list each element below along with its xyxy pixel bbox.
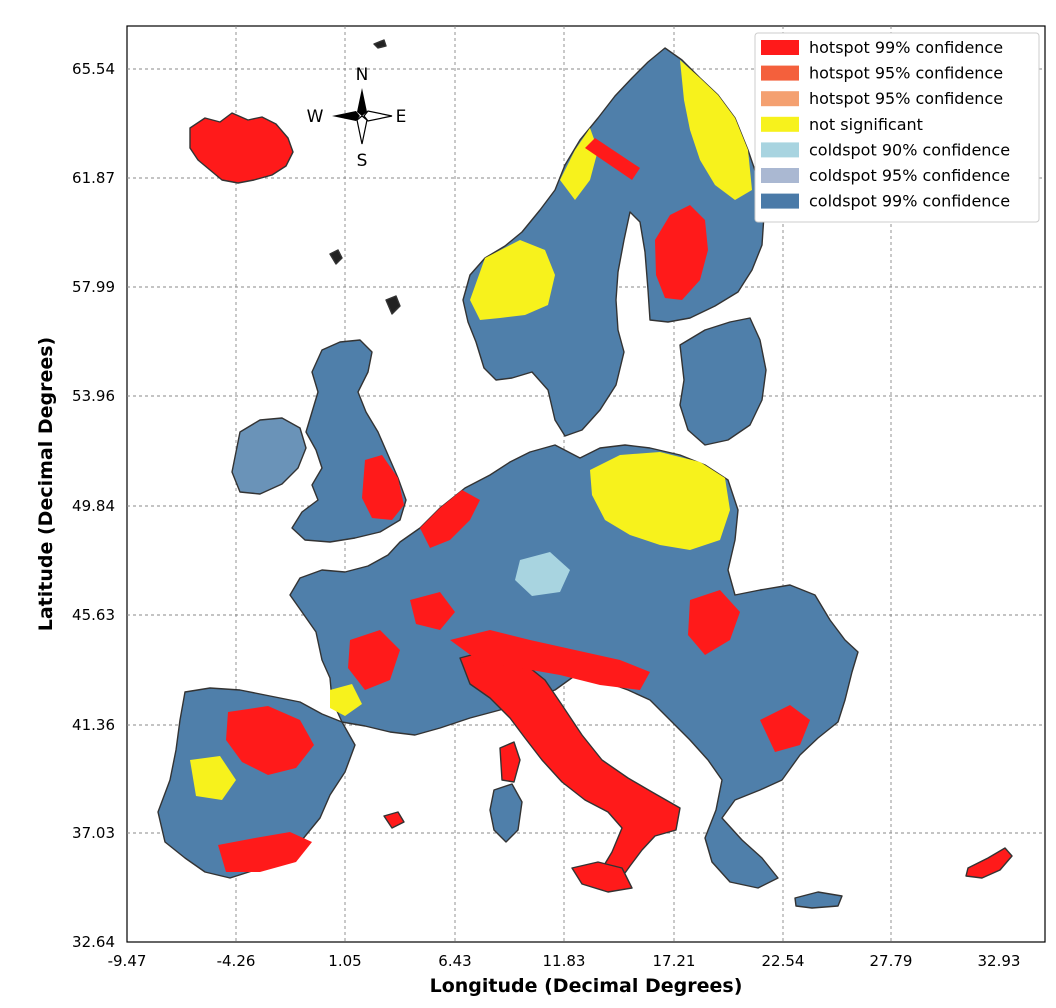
finland-region	[680, 60, 752, 200]
x-tick-label: -9.47	[108, 952, 147, 970]
y-axis-ticks: 65.54 61.87 57.99 53.96 49.84 45.63 41.3…	[72, 60, 115, 951]
x-axis-ticks: -9.47 -4.26 1.05 6.43 11.83 17.21 22.54 …	[108, 952, 1021, 970]
y-tick-label: 37.03	[72, 824, 115, 842]
crete-landmass	[794, 891, 843, 909]
iceland-landmass	[189, 112, 294, 184]
legend-label: coldspot 99% confidence	[809, 192, 1010, 211]
sardinia-landmass	[489, 783, 523, 843]
legend-swatch	[761, 91, 799, 107]
legend-swatch	[761, 40, 799, 55]
x-tick-label: 32.93	[978, 952, 1021, 970]
compass-rose-icon: N S W E	[307, 65, 407, 171]
x-tick-label: -4.26	[217, 952, 256, 970]
y-tick-label: 49.84	[72, 497, 115, 515]
central-europe-hotspot-band	[450, 630, 650, 690]
britain-east-hotspot	[362, 455, 404, 520]
x-tick-label: 6.43	[438, 952, 471, 970]
legend-label: hotspot 95% confidence	[809, 64, 1003, 83]
france-yellow	[330, 684, 362, 716]
legend-swatch	[761, 142, 799, 158]
x-tick-label: 11.83	[543, 952, 586, 970]
svalbard-fragment	[373, 39, 387, 49]
y-axis-title: Latitude (Decimal Degrees)	[35, 337, 57, 632]
legend-label: hotspot 99% confidence	[809, 38, 1003, 57]
x-tick-label: 22.54	[762, 952, 805, 970]
baltics-landmass	[679, 317, 767, 446]
norway-region	[470, 240, 555, 320]
x-tick-label: 1.05	[328, 952, 361, 970]
france-hotspot-2	[410, 592, 455, 630]
corsica-landmass	[499, 741, 521, 783]
y-tick-label: 32.64	[72, 933, 115, 951]
cyprus-landmass	[965, 847, 1013, 879]
legend-label: not significant	[809, 115, 923, 134]
legend-swatch	[761, 65, 799, 81]
italy-landmass	[459, 649, 681, 881]
finland-south-hotspot	[655, 205, 708, 300]
y-tick-label: 41.36	[72, 716, 115, 734]
legend-swatch	[761, 116, 799, 132]
sicily-landmass	[571, 861, 633, 893]
legend-label: coldspot 90% confidence	[809, 140, 1010, 159]
legend-box	[754, 32, 1040, 223]
scandinavia-landmass	[462, 47, 765, 437]
legend-swatch	[761, 168, 799, 183]
y-tick-label: 45.63	[72, 606, 115, 624]
iberia-hotspot-1	[226, 706, 314, 775]
compass-west-label: W	[307, 107, 324, 127]
map-legend: hotspot 99% confidence hotspot 95% confid…	[754, 32, 1040, 223]
legend-swatch	[761, 193, 799, 209]
x-tick-label: 17.21	[653, 952, 696, 970]
x-axis-title: Longitude (Decimal Degrees)	[430, 975, 743, 997]
benelux-hotspot	[420, 490, 480, 548]
greece-hotspot	[760, 705, 810, 752]
y-tick-label: 61.87	[72, 169, 115, 187]
faroe-islands	[329, 249, 343, 265]
germany-light	[515, 552, 570, 596]
compass-south-label: S	[357, 151, 368, 171]
x-tick-label: 27.79	[870, 952, 913, 970]
shetland-islands	[385, 295, 401, 315]
y-tick-label: 57.99	[72, 278, 115, 296]
balkans-hotspot	[688, 590, 740, 655]
legend-label: hotspot 95% confidence	[809, 89, 1003, 108]
sweden-north-hotspot	[585, 138, 640, 180]
compass-north-label: N	[356, 65, 369, 85]
y-tick-label: 65.54	[72, 60, 115, 78]
iberia-hotspot-2	[218, 832, 312, 872]
poland-yellow	[590, 452, 730, 550]
legend-label: coldspot 95% confidence	[809, 166, 1010, 185]
compass-east-label: E	[396, 107, 407, 127]
balearic-islands	[383, 811, 405, 829]
france-hotspot-1	[348, 630, 400, 690]
iberia-yellow-1	[190, 756, 236, 800]
y-tick-label: 53.96	[72, 387, 115, 405]
ireland-landmass	[231, 417, 307, 495]
